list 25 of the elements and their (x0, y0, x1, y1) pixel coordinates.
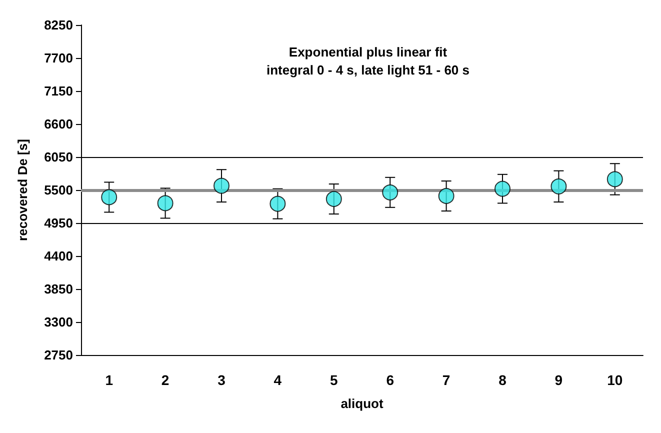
x-tick-label: 4 (274, 372, 282, 388)
annotation: integral 0 - 4 s, late light 51 - 60 s (266, 62, 470, 78)
x-tick-label: 5 (330, 372, 338, 388)
y-tick-label: 3850 (44, 282, 73, 296)
y-tick-label: 4950 (44, 216, 73, 230)
y-tick-label: 8250 (44, 18, 73, 32)
x-tick-label: 2 (161, 372, 170, 388)
x-tick-label: 10 (607, 372, 623, 388)
y-tick-label: 6050 (44, 150, 73, 164)
x-tick-label: 8 (498, 372, 507, 388)
y-tick-label: 5500 (44, 182, 73, 198)
y-tick-label: 7150 (44, 84, 73, 98)
y-tick-label: 2750 (44, 348, 73, 362)
x-tick-label: 3 (218, 372, 226, 388)
y-tick-label: 7700 (44, 50, 73, 66)
y-axis-title: recovered De [s] (15, 139, 30, 241)
y-tick-label: 6600 (44, 116, 73, 132)
x-tick-label: 1 (105, 372, 114, 388)
x-tick-label: 7 (442, 372, 450, 388)
y-tick-label: 3300 (44, 314, 73, 330)
annotation: Exponential plus linear fit (288, 44, 448, 60)
y-tick-label: 4400 (44, 248, 73, 264)
x-tick-label: 6 (386, 372, 394, 388)
x-tick-label: 9 (554, 372, 563, 388)
x-axis-title: aliquot (340, 396, 384, 411)
